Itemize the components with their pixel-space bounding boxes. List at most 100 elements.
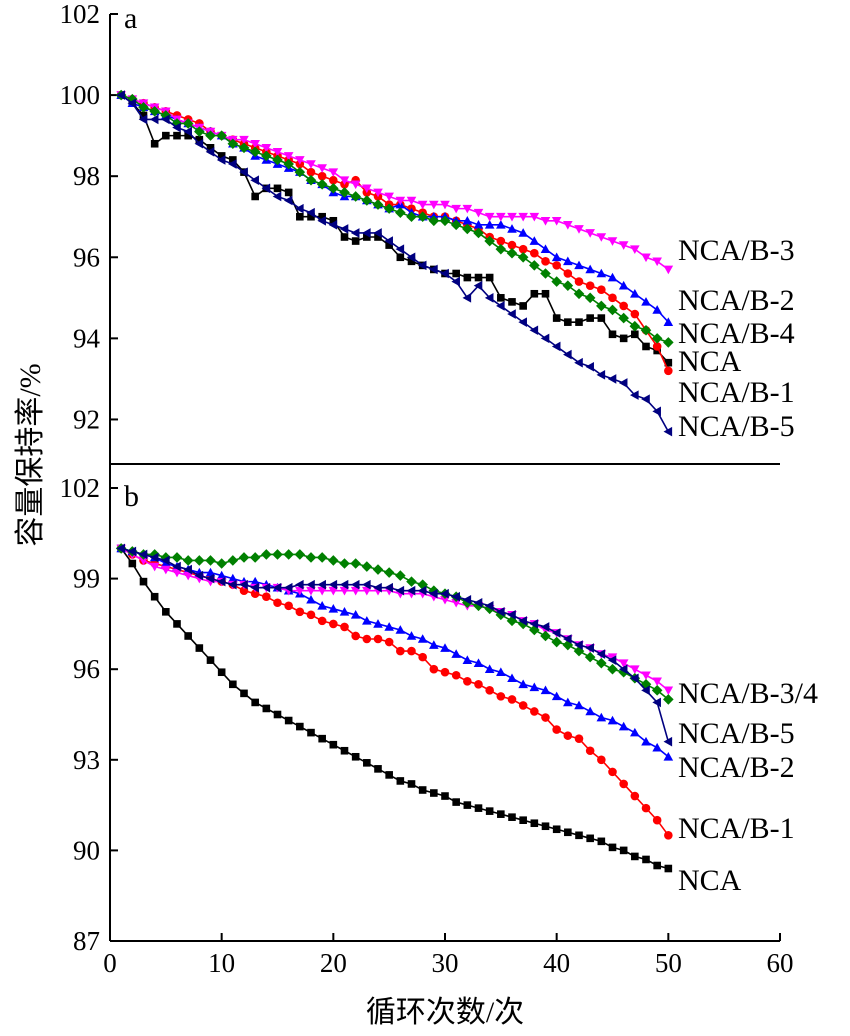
data-point [440,595,450,605]
data-point [585,643,594,653]
data-point [261,582,271,593]
data-point [484,600,494,611]
data-point [518,701,528,710]
data-point [205,567,216,577]
data-point [619,779,628,789]
data-point [251,192,259,201]
data-point [328,220,338,230]
data-point [541,822,550,831]
data-point [663,265,674,275]
data-point [417,634,428,643]
data-point [172,122,181,133]
data-point [295,579,304,590]
data-point [485,686,494,695]
data-point [518,679,528,689]
data-point [462,223,473,235]
data-point [618,241,629,250]
y-tick-label: 94 [73,323,101,353]
data-point [506,247,518,259]
data-point [284,601,293,611]
data-point [216,576,226,587]
data-point [653,861,661,870]
data-point [239,167,248,177]
data-point [540,244,551,253]
data-point [608,330,617,339]
data-point [585,264,595,274]
data-point [563,697,573,707]
data-point [128,559,137,568]
data-point [452,798,460,806]
data-point [641,253,651,263]
data-point [663,426,673,437]
data-point [452,269,460,278]
data-point [328,168,339,177]
data-point [284,716,293,725]
data-point [173,131,181,140]
data-point [384,192,394,202]
data-point [417,200,428,210]
y-tick-label: 102 [60,473,101,503]
data-point [127,546,137,557]
x-axis: 0 10 20 30 40 50 60 [103,933,794,978]
data-point [631,330,639,339]
data-point [663,694,674,705]
data-point [417,260,427,271]
data-point [273,598,282,608]
data-point [630,309,640,319]
data-point [396,646,405,656]
data-point [295,607,305,617]
data-point [383,203,395,214]
data-point [440,200,450,210]
data-point [262,592,271,602]
data-point [306,160,316,169]
data-point [316,178,328,190]
data-point [640,324,652,336]
data-point [239,586,249,595]
data-point [317,171,327,181]
data-point [361,561,373,572]
data-point [618,664,628,674]
data-point [194,570,204,581]
data-point [418,652,427,662]
data-point [631,852,639,861]
data-point [418,786,427,794]
x-tick-label: 30 [432,948,459,978]
data-point [529,619,539,629]
data-point [652,305,662,314]
data-point [473,280,483,291]
data-point [574,277,584,286]
data-point [664,864,673,873]
data-point [328,604,339,613]
data-point [663,751,674,761]
data-point [205,555,216,566]
data-point [597,755,606,765]
data-point [374,765,382,773]
data-point [562,280,574,291]
y-tick-label: 92 [73,404,100,434]
y-tick-label: 93 [73,745,100,775]
data-point [507,695,517,704]
data-point [183,126,192,137]
data-point [574,640,583,650]
y-tick-label: 96 [73,242,100,272]
series-end-label: NCA/B-5 [678,410,795,443]
data-point [530,289,539,298]
data-point [240,689,248,698]
data-point [641,394,650,404]
data-point [384,582,393,593]
data-point [441,792,449,800]
data-point [350,610,361,619]
data-point [642,855,650,864]
data-point [339,579,349,590]
data-point [462,293,472,303]
data-point [171,552,183,563]
data-point [205,130,216,141]
data-point [496,236,506,246]
data-point [519,816,527,824]
data-point [249,146,261,158]
series-nca-b-5 [116,90,673,437]
data-point [618,280,629,290]
x-tick-label: 20 [320,948,347,978]
data-point [551,636,562,648]
data-point [182,118,194,129]
